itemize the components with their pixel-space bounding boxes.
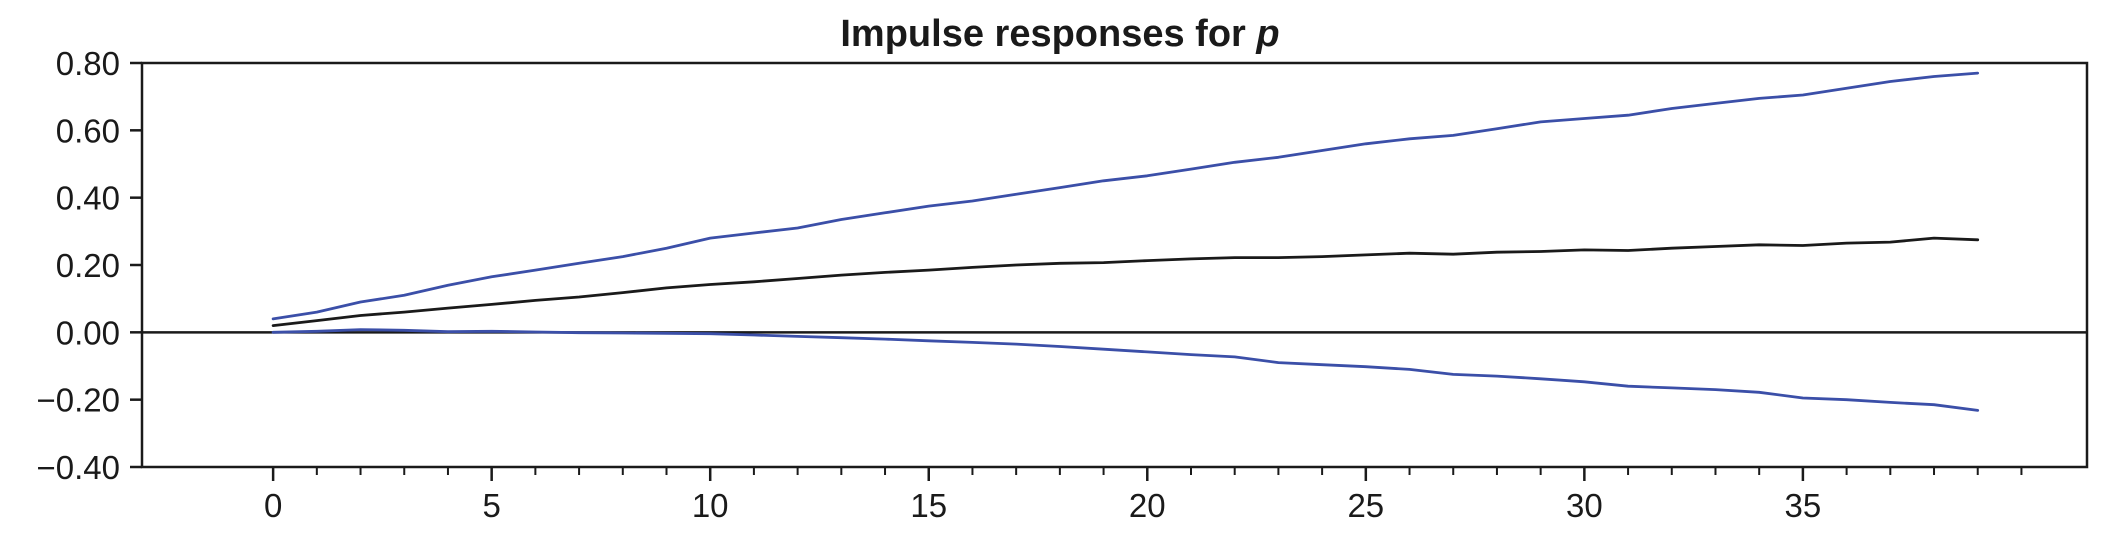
x-tick-label: 10 xyxy=(692,487,729,524)
y-tick-label: 0.00 xyxy=(56,314,120,351)
chart-title-text: Impulse responses for xyxy=(840,13,1256,55)
x-tick-label: 35 xyxy=(1785,487,1822,524)
series-line-lower xyxy=(271,328,1980,412)
x-tick-label: 5 xyxy=(482,487,500,524)
y-tick-label: −0.20 xyxy=(37,382,121,419)
y-tick-label: 0.20 xyxy=(56,247,120,284)
series-lines xyxy=(271,71,1980,412)
x-tick-label: 30 xyxy=(1566,487,1603,524)
chart-title-variable: p xyxy=(1255,13,1279,55)
plot-frame xyxy=(140,61,2089,469)
y-tick-label: 0.40 xyxy=(56,180,120,217)
series-line-point xyxy=(271,236,1980,328)
x-tick-label: 15 xyxy=(910,487,947,524)
x-tick-label: 25 xyxy=(1347,487,1384,524)
y-tick-label: −0.40 xyxy=(37,449,121,486)
y-tick-label: 0.60 xyxy=(56,112,120,149)
series-line-upper xyxy=(271,71,1980,321)
x-tick-label: 20 xyxy=(1129,487,1166,524)
axes: 0.80 0.60 0.40 0.20 0.00 −0.20 −0.40 0 5 10 15 20 25… xyxy=(37,45,2089,524)
y-tick-label: 0.80 xyxy=(56,45,120,82)
x-tick-label: 0 xyxy=(264,487,282,524)
chart-title: Impulse responses for p xyxy=(840,13,1279,55)
